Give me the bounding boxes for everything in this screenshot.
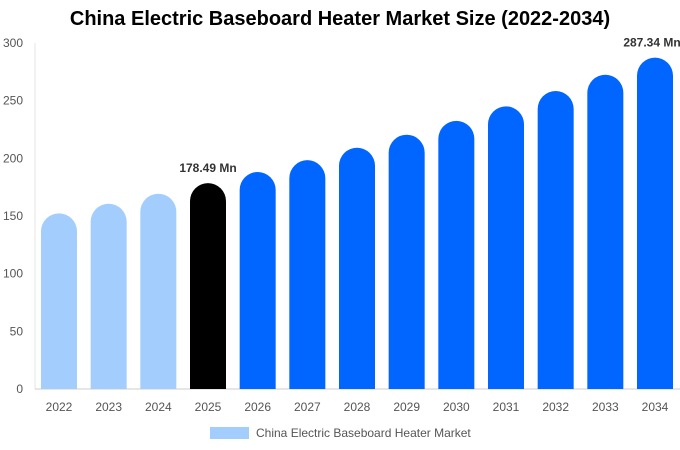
y-tick-label: 50 — [10, 324, 24, 338]
bar-2033 — [587, 74, 624, 389]
x-tick-label: 2028 — [344, 400, 371, 414]
x-tick-label: 2031 — [493, 400, 520, 414]
bar-2025 — [190, 183, 226, 389]
y-tick-label: 150 — [3, 209, 23, 223]
chart-title: China Electric Baseboard Heater Market S… — [69, 8, 611, 30]
x-tick-label: 2026 — [244, 400, 271, 414]
y-tick-label: 300 — [3, 36, 23, 50]
x-tick-label: 2032 — [542, 400, 569, 414]
legend-swatch — [210, 427, 249, 439]
bar-2024 — [140, 193, 177, 389]
y-tick-label: 0 — [16, 382, 23, 396]
bar-2022 — [41, 213, 77, 389]
bar-2032 — [537, 90, 574, 389]
bar-2026 — [239, 171, 276, 389]
x-tick-label: 2034 — [642, 400, 669, 414]
bar-2031 — [488, 106, 524, 390]
bar-2027 — [289, 160, 326, 389]
y-tick-label: 200 — [3, 151, 23, 165]
bar-2028 — [339, 147, 375, 389]
legend: China Electric Baseboard Heater Market — [210, 426, 471, 440]
y-tick-label: 100 — [3, 267, 23, 281]
x-tick-label: 2025 — [195, 400, 222, 414]
y-tick-label: 250 — [3, 94, 23, 108]
legend-label: China Electric Baseboard Heater Market — [256, 426, 471, 440]
x-tick-label: 2023 — [95, 400, 122, 414]
x-tick-label: 2027 — [294, 400, 321, 414]
x-tick-label: 2022 — [46, 400, 73, 414]
x-tick-label: 2030 — [443, 400, 470, 414]
bar-2023 — [90, 203, 127, 389]
x-tick-label: 2029 — [393, 400, 420, 414]
bar-2030 — [438, 120, 475, 389]
data-label: 178.49 Mn — [179, 161, 236, 175]
data-label: 287.34 Mn — [623, 36, 680, 50]
bar-2029 — [388, 134, 425, 389]
x-tick-label: 2024 — [145, 400, 172, 414]
bar-2034 — [637, 57, 673, 389]
x-tick-label: 2033 — [592, 400, 619, 414]
